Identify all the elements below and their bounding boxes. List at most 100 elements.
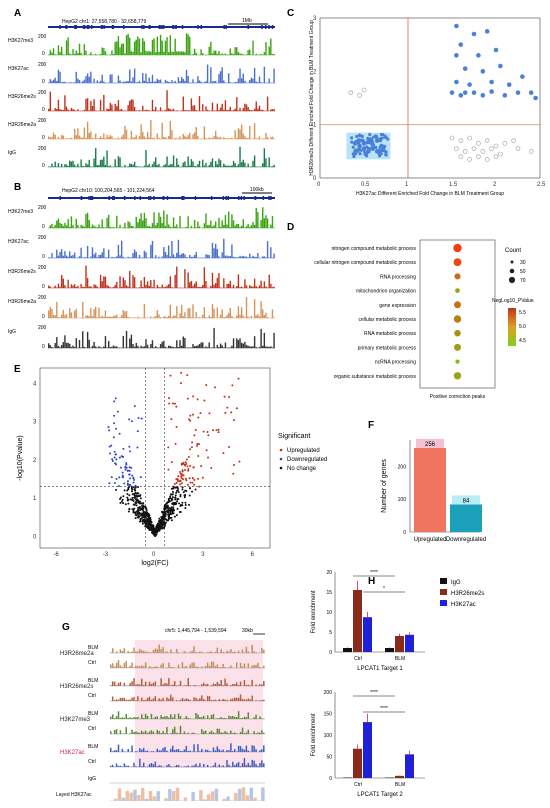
panelA-signal [96, 80, 99, 83]
panelA-signal [182, 162, 184, 167]
panel-g-title: chr5: 1,445,794 - 1,539,594 [165, 628, 227, 634]
panel-g-signal [220, 649, 222, 653]
panelB-signal [249, 285, 251, 288]
panel-g-signal [247, 712, 250, 719]
panelA-signal [54, 77, 56, 83]
panelB-ymax: 200 [38, 265, 47, 271]
panelB-signal [273, 332, 275, 348]
panelA-signal [153, 38, 155, 55]
panelA-signal [258, 76, 261, 83]
panel-e-point [131, 487, 134, 490]
panelA-signal [109, 103, 112, 111]
panel-g-signal [197, 766, 199, 767]
panel-g-signal [239, 694, 242, 701]
panel-g-signal [148, 731, 151, 734]
panel-g-signal [259, 732, 261, 734]
panelA-signal [169, 120, 172, 139]
panel-g-signal [230, 665, 232, 668]
panel-g-signal [131, 681, 133, 686]
panelA-signal [129, 69, 131, 83]
panelB-signal [86, 245, 89, 258]
panel-h-ylabel: Fold enrichment [311, 713, 317, 756]
panel-g-signal [228, 715, 230, 719]
panel-g-signal [131, 651, 133, 653]
panelA-signal [145, 73, 147, 83]
panel-b-tracks: H3K27me32000H3K27ac2000H3R26me2s2000H3R2… [8, 196, 275, 350]
panelA-signal [117, 137, 120, 139]
panelA-signal [257, 82, 259, 83]
panelB-signal [263, 315, 266, 318]
panel-g-signal [222, 765, 224, 767]
panelB-signal [229, 347, 231, 348]
panelA-signal [155, 81, 157, 83]
panel-e-point [190, 446, 193, 449]
panelB-signal [202, 285, 204, 288]
panelB-signal [116, 346, 118, 348]
panel-f-bar-label-bg [416, 438, 444, 448]
panel-c-point [382, 146, 386, 150]
panel-g-signal [243, 699, 246, 701]
panel-g-cond-label: Ctrl [88, 693, 96, 699]
panelB-signal [258, 346, 261, 348]
panelA-signal [83, 166, 86, 167]
panel-e-point [202, 430, 205, 433]
panelA-signal [114, 41, 116, 55]
panel-g-signal [212, 732, 215, 734]
panelA-ymin: 0 [42, 79, 45, 85]
panel-c-point [380, 148, 384, 153]
panelB-signal [184, 269, 186, 288]
panel-g-signal [175, 648, 178, 653]
panelB-ideogram-mark [59, 196, 61, 200]
panel-g-signal [214, 651, 217, 653]
panelB-signal [260, 328, 262, 348]
panel-e-point [207, 434, 210, 437]
panel-e-point [175, 489, 178, 492]
panel-g-signal [135, 651, 137, 653]
panel-g-signal [220, 667, 222, 668]
panel-g-signal [131, 717, 133, 719]
panel-g-signal [154, 761, 157, 767]
panelA-signal [133, 137, 136, 139]
panelA-signal [158, 163, 160, 167]
panelB-signal [166, 254, 168, 258]
panelB-signal [96, 257, 99, 258]
panelA-signal [130, 163, 133, 167]
panelA-signal [145, 50, 147, 55]
panelA-signal [78, 135, 81, 139]
panelA-signal [93, 99, 95, 111]
panelA-signal [239, 53, 241, 55]
panelB-signal [49, 286, 52, 288]
panelA-signal [67, 37, 69, 55]
panel-e-point [128, 473, 131, 476]
panel-e-point [140, 417, 143, 420]
panelB-signal [182, 316, 184, 318]
panel-g-signal [218, 652, 220, 653]
panelA-signal [237, 110, 240, 111]
panel-g-signal [123, 763, 126, 767]
panelB-signal [263, 332, 266, 348]
panelB-ideogram-mark [90, 196, 92, 200]
panelB-signal [124, 222, 126, 228]
panel-c-point [476, 53, 481, 58]
panel-g-signal [144, 750, 147, 752]
panel-g-signal [203, 667, 205, 668]
panelA-ideogram-mark [90, 25, 93, 29]
panelB-ideogram-mark [123, 196, 126, 200]
panelA-signal [216, 136, 219, 139]
panel-e-point [143, 521, 146, 524]
panelB-signal [48, 257, 50, 258]
panelB-signal [257, 314, 259, 318]
panelA-signal [260, 82, 262, 83]
panel-e-point [197, 455, 200, 458]
panel-e-point [136, 430, 139, 433]
panelA-signal [153, 109, 155, 111]
panelB-signal [69, 226, 71, 228]
panel-g-signal [183, 666, 186, 668]
panel-g-signal [160, 733, 162, 734]
panel-e-point [164, 504, 167, 507]
panelB-signal [95, 226, 97, 228]
panelB-signal [111, 346, 113, 348]
panel-e-point [155, 525, 158, 528]
panelA-signal [107, 136, 110, 139]
panelA-signal [167, 135, 170, 139]
